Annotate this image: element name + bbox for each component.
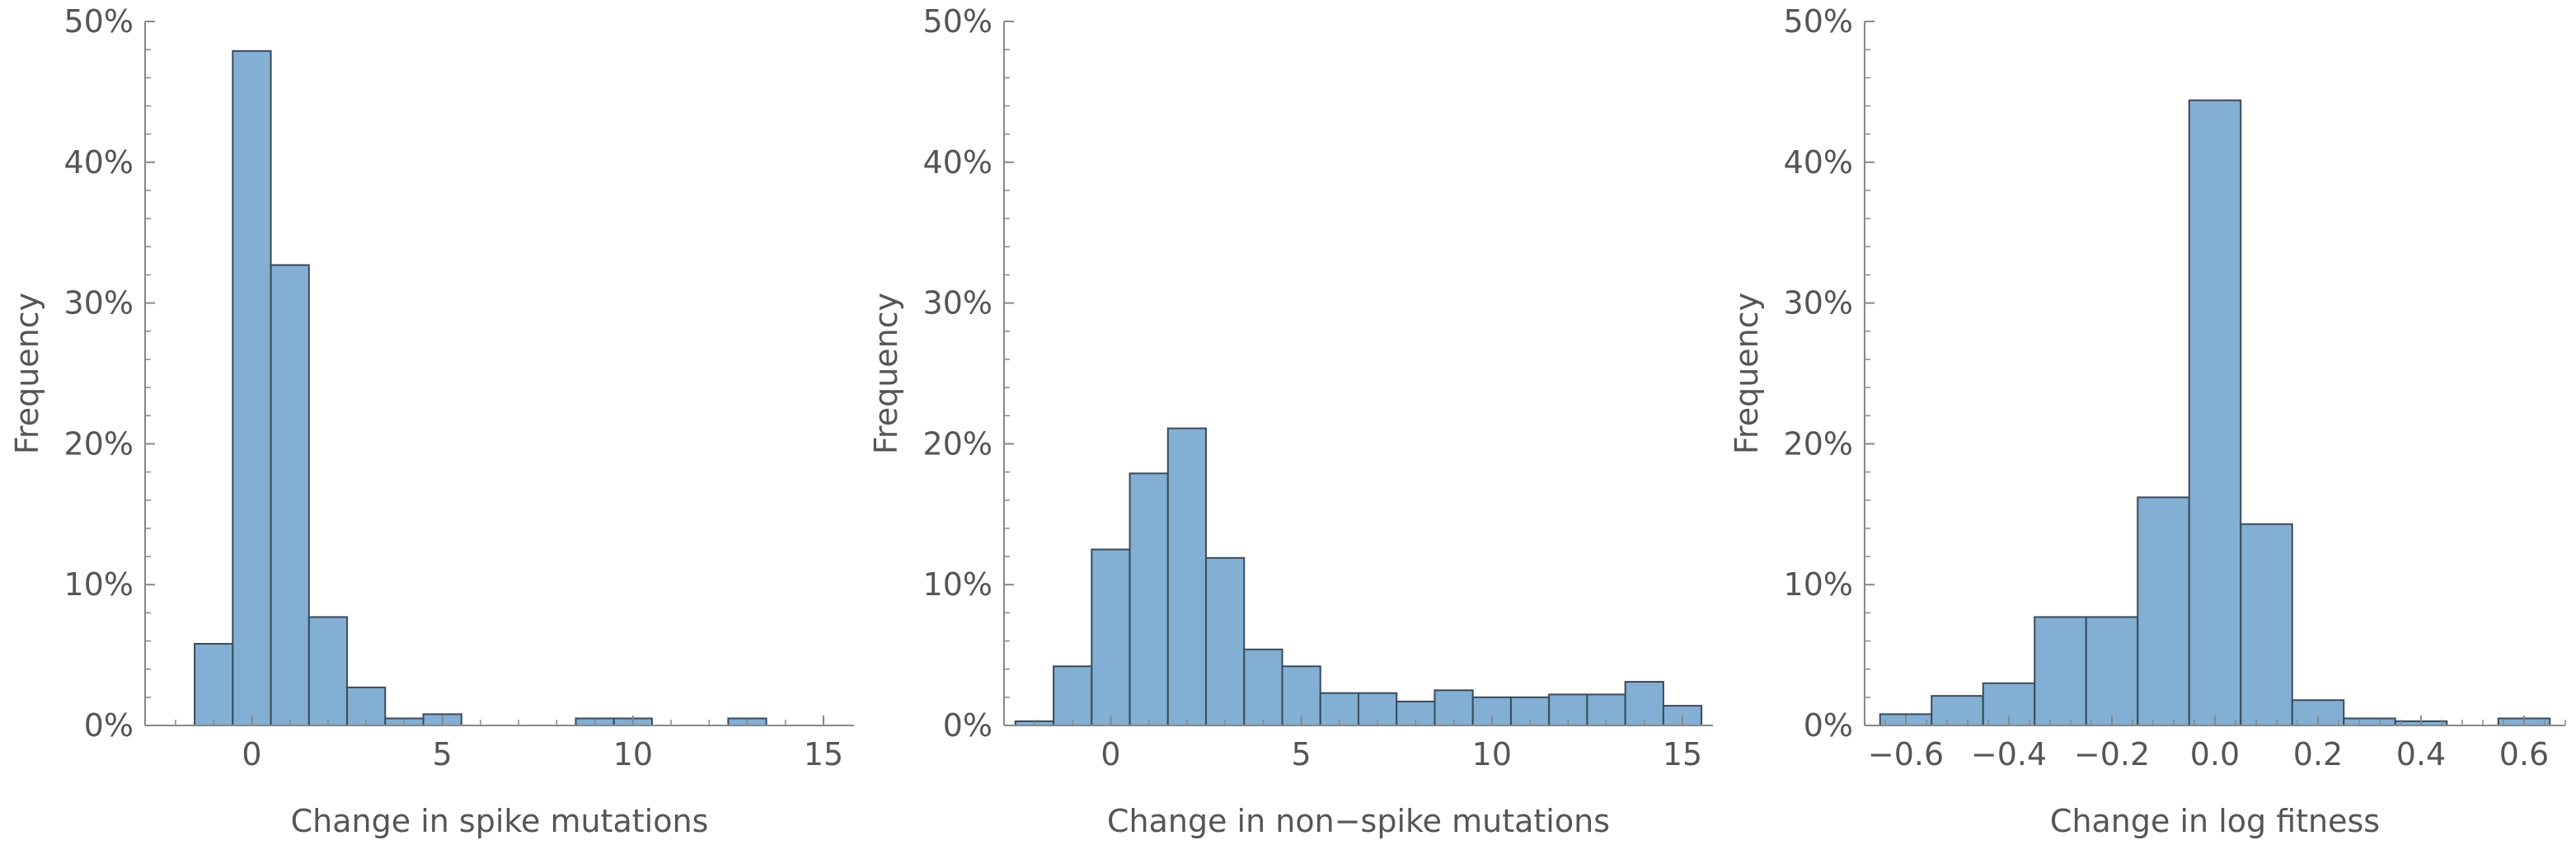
histogram-panel-3: 0% 10% 20% 30% 40% 50% −0.6 −0.4 −0.2 0.0 0.2 0.4 0.… (1729, 3, 2566, 839)
y-tick-label: 50% (64, 3, 134, 40)
histogram-bar (1166, 427, 1208, 726)
x-tick-label: 0.4 (2396, 736, 2446, 772)
x-axis-title: Change in non−spike mutations (1107, 803, 1610, 839)
y-tick-label: 0% (943, 707, 992, 744)
y-tick-label: 30% (1784, 285, 1853, 322)
histogram-bar (1879, 713, 1907, 726)
histogram-bar (1128, 472, 1169, 726)
histogram-bar (2137, 496, 2190, 727)
x-tick-label: 0 (242, 736, 261, 772)
y-tick-label: 40% (64, 144, 134, 181)
histogram-bar (2240, 523, 2293, 726)
histogram-bar (1053, 665, 1093, 726)
histogram-panel-1: 0% 10% 20% 30% 40% 50% 0 5 10 15 Change in spike m… (9, 3, 854, 839)
histogram-bar (1243, 648, 1283, 727)
y-tick-label: 30% (64, 285, 134, 322)
histogram-bar (1905, 713, 1933, 726)
histogram-bar (1624, 681, 1664, 726)
x-tick-label: −0.2 (2074, 736, 2150, 772)
histogram-bar (2343, 717, 2396, 727)
y-axis-title: Frequency (1729, 293, 1765, 454)
y-tick-label: 20% (1784, 425, 1853, 462)
histogram-panel-2: 0% 10% 20% 30% 40% 50% 0 5 10 15 Change in non−spi… (868, 3, 1713, 839)
histogram-bar (307, 616, 349, 727)
y-tick-label: 10% (1784, 566, 1853, 603)
histogram-bar (1931, 695, 1984, 727)
y-tick-label: 30% (923, 285, 992, 322)
x-tick-label: 15 (1663, 736, 1702, 772)
y-axis-title: Frequency (868, 293, 904, 454)
y-tick-label: 20% (923, 425, 992, 462)
x-tick-label: 10 (1472, 736, 1512, 772)
histogram-bar (2188, 99, 2242, 726)
histogram-bar (270, 264, 310, 726)
x-tick-label: 0.2 (2293, 736, 2343, 772)
x-tick-label: 0 (1100, 736, 1120, 772)
y-tick-label: 50% (923, 3, 992, 40)
histogram-bar (232, 49, 272, 727)
y-tick-label: 40% (923, 144, 992, 181)
histogram-bar (1091, 548, 1131, 726)
histogram-bar (194, 642, 234, 726)
histogram-bar (2085, 616, 2139, 727)
y-axis-title: Frequency (9, 293, 45, 454)
x-tick-label: 5 (433, 736, 453, 772)
y-tick-label: 0% (84, 707, 134, 744)
x-tick-label: 0.6 (2499, 736, 2549, 772)
x-tick-label: −0.4 (1971, 736, 2047, 772)
x-tick-label: 5 (1292, 736, 1311, 772)
x-tick-label: 15 (804, 736, 843, 772)
y-tick-label: 10% (64, 566, 134, 603)
histogram-bar (2034, 616, 2087, 727)
y-tick-label: 20% (64, 425, 134, 462)
x-tick-label: 0.0 (2190, 736, 2240, 772)
y-tick-label: 40% (1784, 144, 1853, 181)
y-tick-label: 0% (1804, 707, 1853, 744)
y-tick-label: 10% (923, 566, 992, 603)
x-axis-title: Change in spike mutations (291, 803, 709, 839)
x-axis-title: Change in log fitness (2050, 803, 2380, 839)
histogram-bar (1205, 556, 1246, 726)
y-tick-label: 50% (1784, 3, 1853, 40)
x-tick-label: 10 (613, 736, 653, 772)
x-tick-label: −0.6 (1868, 736, 1944, 772)
